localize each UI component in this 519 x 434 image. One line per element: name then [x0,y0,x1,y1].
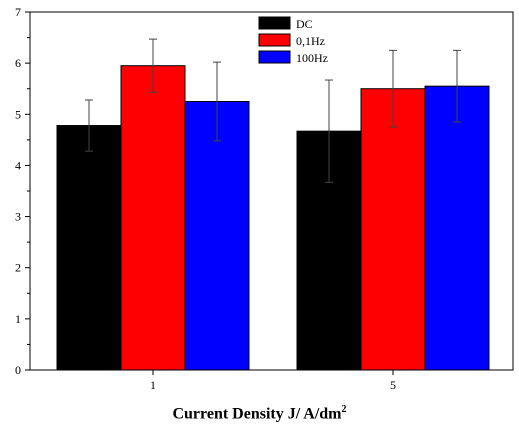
y-tick-label: 5 [15,107,21,121]
legend-label-01hz: 0,1Hz [296,34,325,48]
x-tick-label: 5 [390,378,396,392]
x-axis-label-superscript: 2 [341,404,347,415]
y-tick-label: 1 [15,312,21,326]
legend-label-dc: DC [296,17,313,31]
y-tick-label: 2 [15,261,21,275]
x-axis-label: Current Density J/ A/dm2 [0,404,519,423]
x-tick-label: 1 [150,378,156,392]
y-tick-label: 4 [15,158,21,172]
legend-swatch-01hz [258,33,291,47]
bar-100hz-cat-1 [184,101,250,371]
legend: DC 0,1Hz 100Hz [258,16,328,65]
bars-layer [56,65,490,371]
legend-label-100hz: 100Hz [296,51,328,65]
bar-100hz-cat-5 [424,85,490,371]
x-axis-label-main: Current Density J/ A/dm [172,405,342,423]
y-tick-label: 3 [15,210,21,224]
legend-swatch-dc [258,16,291,30]
error-bars-layer [85,38,461,183]
y-axis: 0 1 2 3 4 5 6 7 [15,5,30,377]
bar-dc-cat-1 [56,125,122,371]
bar-01hz-cat-5 [360,88,426,371]
y-tick-label: 7 [15,5,21,19]
y-tick-label: 0 [15,363,21,377]
y-tick-label: 6 [15,56,21,70]
bar-01hz-cat-1 [120,65,186,371]
legend-swatch-100hz [258,50,291,64]
